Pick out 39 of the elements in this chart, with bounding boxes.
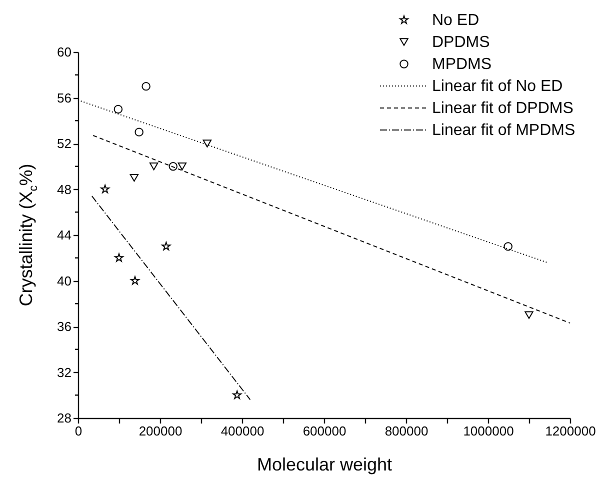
y-tick-label: 40 — [57, 273, 72, 288]
legend-label: No ED — [432, 12, 480, 29]
point — [134, 128, 144, 136]
point — [130, 276, 140, 285]
point — [178, 162, 187, 170]
x-tick-label: 1200000 — [545, 424, 596, 438]
x-axis-title: Molecular weight — [256, 454, 392, 474]
point — [114, 104, 123, 114]
legend-label: Linear fit of MPDMS — [432, 122, 576, 139]
y-tick-label: 32 — [57, 364, 72, 380]
point — [130, 174, 139, 182]
point — [149, 162, 158, 170]
point — [504, 242, 512, 251]
point — [168, 162, 178, 171]
point — [142, 82, 150, 91]
y-tick-label: 48 — [57, 182, 72, 197]
point — [202, 140, 212, 148]
point — [114, 253, 124, 262]
legend-label: Linear fit of DPDMS — [432, 100, 574, 117]
y-tick-label: 44 — [57, 228, 72, 242]
x-tick-label: 800000 — [384, 424, 428, 438]
legend-label: DPDMS — [432, 34, 490, 51]
x-tick-label: 200000 — [138, 424, 182, 438]
y-axis-title: Crystallinity (Xc%) — [16, 164, 40, 306]
legend-label: MPDMS — [432, 56, 492, 73]
point — [232, 390, 242, 400]
y-tick-label: 36 — [57, 319, 72, 334]
x-tick-label: 400000 — [220, 424, 264, 438]
y-tick-label: 60 — [57, 44, 72, 60]
x-tick-label: 0 — [74, 424, 82, 438]
point — [100, 184, 110, 194]
y-tick-label: 56 — [57, 90, 72, 106]
y-tick-label: 52 — [57, 136, 72, 151]
x-tick-label: 1000000 — [463, 424, 514, 438]
legend-label: Linear fit of No ED — [432, 78, 563, 95]
y-tick-label: 28 — [57, 410, 72, 426]
point — [162, 242, 171, 250]
point — [524, 311, 534, 319]
x-tick-label: 600000 — [302, 424, 346, 438]
